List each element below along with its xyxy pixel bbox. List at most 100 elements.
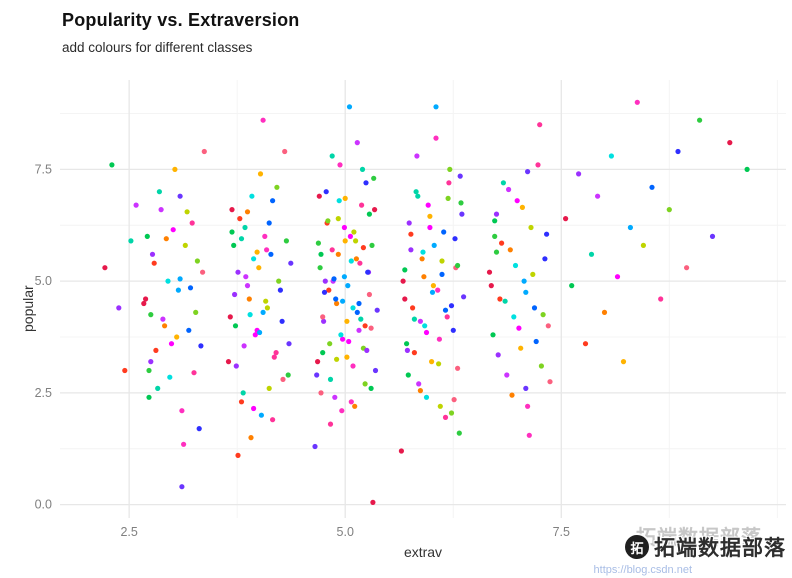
data-point [251,256,257,262]
data-point [122,367,128,374]
data-point [340,336,346,342]
data-point [322,278,328,284]
data-point [237,216,243,222]
data-point [187,285,194,291]
data-point [326,287,332,293]
data-point [634,99,640,105]
data-point [160,316,166,322]
y-tick-label: 0.0 [35,498,52,512]
data-point [320,314,326,320]
data-point [582,341,589,347]
data-point [540,312,546,318]
data-point [569,283,575,289]
data-point [235,269,241,275]
data-point [342,238,348,244]
data-point [406,220,412,226]
data-point [335,251,341,257]
data-point [512,262,519,269]
data-point [528,224,534,231]
data-point [433,104,439,110]
data-point [334,300,340,307]
data-point [344,354,350,360]
data-point [372,207,378,213]
data-point [356,300,362,307]
data-point [365,269,371,275]
data-point [595,193,601,199]
data-point [514,198,520,204]
data-point [241,343,247,349]
data-point [168,341,175,347]
y-tick-label: 7.5 [35,162,52,176]
data-point [198,343,204,349]
data-point [182,242,188,248]
x-tick-label: 7.5 [553,525,570,539]
data-point [356,327,362,333]
data-point [627,224,634,231]
data-point [419,256,425,262]
data-point [423,394,430,400]
data-point [280,376,286,382]
data-point [614,274,621,280]
data-point [423,329,430,336]
data-point [417,388,423,394]
data-point [531,305,538,311]
data-point [338,332,344,338]
data-point [179,408,185,414]
data-point [490,332,496,338]
data-point [153,347,159,353]
data-point [411,316,417,322]
data-point [675,148,681,155]
data-point [351,229,357,235]
data-point [538,363,545,369]
data-point [442,307,449,313]
data-point [242,224,248,231]
data-point [492,218,498,224]
data-point [271,354,277,360]
data-point [545,323,551,329]
data-point [268,251,274,257]
data-point [413,189,419,195]
data-point [327,341,333,347]
data-point [370,499,376,505]
data-point [576,171,582,177]
points-layer [102,99,750,505]
data-point [410,305,416,311]
data-point [247,312,253,318]
data-point [372,367,379,374]
data-point [163,236,169,242]
data-point [165,278,171,284]
data-point [486,269,493,275]
data-point [429,359,435,365]
data-point [156,189,162,195]
data-point [184,209,190,215]
data-point [341,274,347,280]
data-point [458,200,464,206]
data-point [231,242,237,248]
data-point [232,291,238,298]
data-point [523,289,529,295]
data-point [317,265,323,271]
data-point [179,484,185,490]
data-point [408,231,414,237]
data-point [227,314,233,320]
data-point [436,336,442,342]
data-point [270,417,276,423]
data-point [336,198,342,204]
data-point [353,238,359,244]
data-point [321,318,327,324]
y-tick-label: 5.0 [35,274,52,288]
data-point [262,233,268,239]
data-point [374,307,380,313]
data-point [402,296,408,302]
data-point [666,207,672,213]
data-point [519,204,526,210]
data-point [315,359,321,365]
data-point [697,117,703,123]
data-point [249,193,255,199]
data-point [368,325,374,331]
data-point [320,350,326,356]
data-point [329,247,335,253]
data-point [321,289,328,295]
data-point [357,260,363,266]
